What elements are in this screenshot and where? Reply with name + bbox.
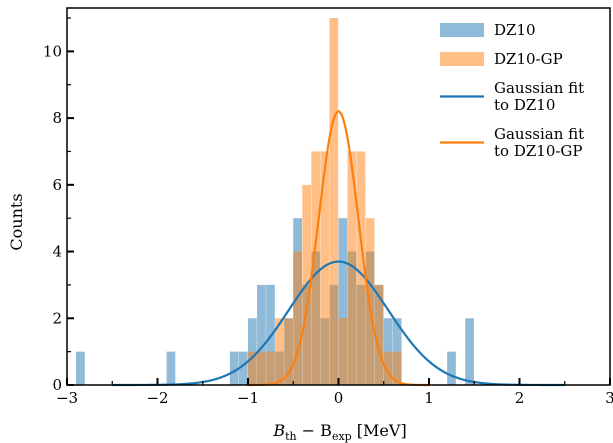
x-tick-label: 1	[424, 389, 434, 407]
y-tick-label: 6	[52, 176, 62, 194]
histogram-bar	[257, 351, 266, 385]
histogram-bar	[392, 318, 402, 385]
histogram-bar	[248, 318, 257, 385]
legend-label: to DZ10	[494, 96, 555, 114]
legend-label: Gaussian fit	[494, 125, 584, 143]
histogram-bar	[465, 318, 474, 385]
histogram-bar	[257, 284, 266, 385]
histogram-bar	[311, 151, 321, 385]
histogram-bar	[383, 318, 393, 385]
legend-label: DZ10	[494, 21, 536, 39]
gaussian-fit-curves	[112, 110, 565, 387]
legend-label: DZ10-GP	[494, 50, 563, 68]
histogram-bar	[329, 18, 339, 385]
histogram-bar	[293, 251, 302, 385]
y-tick-label: 8	[52, 109, 62, 127]
x-tick-label: 3	[605, 389, 613, 407]
x-tick-label: 2	[515, 389, 525, 407]
histogram-bar	[275, 318, 284, 385]
histogram-bar	[356, 151, 366, 385]
histogram-bar	[229, 351, 239, 385]
x-tick-label: −3	[56, 389, 78, 407]
legend-label: Gaussian fit	[494, 79, 584, 97]
histogram-bar	[284, 318, 293, 385]
histogram-bar	[347, 151, 357, 385]
histogram-bar	[266, 351, 275, 385]
gaussian-fit-line	[248, 110, 429, 387]
gaussian-fit-line	[112, 260, 565, 387]
x-tick-label: −1	[237, 389, 259, 407]
series-dz10	[76, 218, 474, 385]
histogram-bar	[76, 351, 85, 385]
histogram-bar	[374, 284, 384, 385]
histogram-bar	[383, 351, 393, 385]
histogram-bar	[392, 351, 402, 385]
y-tick-label: 2	[52, 309, 62, 327]
histogram-bar	[238, 351, 248, 385]
x-tick-label: 0	[334, 389, 344, 407]
histogram-bar	[338, 318, 348, 385]
x-axis-title: Bth − Bexp [MeV]	[272, 421, 406, 443]
legend-swatch	[440, 52, 484, 66]
y-axis-title: Counts	[7, 193, 26, 250]
axis-ticks: −3 −2 −1 0 1 2 3 0 2 4 6 8 10	[43, 17, 613, 407]
y-tick-label: 10	[43, 42, 62, 60]
legend-swatch	[440, 23, 484, 37]
histogram-bar	[248, 351, 257, 385]
plot-frame	[66, 7, 611, 386]
x-tick-label: −2	[146, 389, 168, 407]
histogram-bar	[166, 351, 176, 385]
y-tick-label: 0	[52, 376, 62, 394]
y-tick-label: 4	[52, 243, 62, 261]
histogram-bar	[338, 218, 348, 385]
legend-label: to DZ10-GP	[494, 142, 583, 160]
histogram-bar	[320, 151, 330, 385]
legend-entry: DZ10-GP	[440, 50, 563, 68]
legend-entry: DZ10	[440, 21, 536, 39]
histogram-bar	[447, 351, 456, 385]
